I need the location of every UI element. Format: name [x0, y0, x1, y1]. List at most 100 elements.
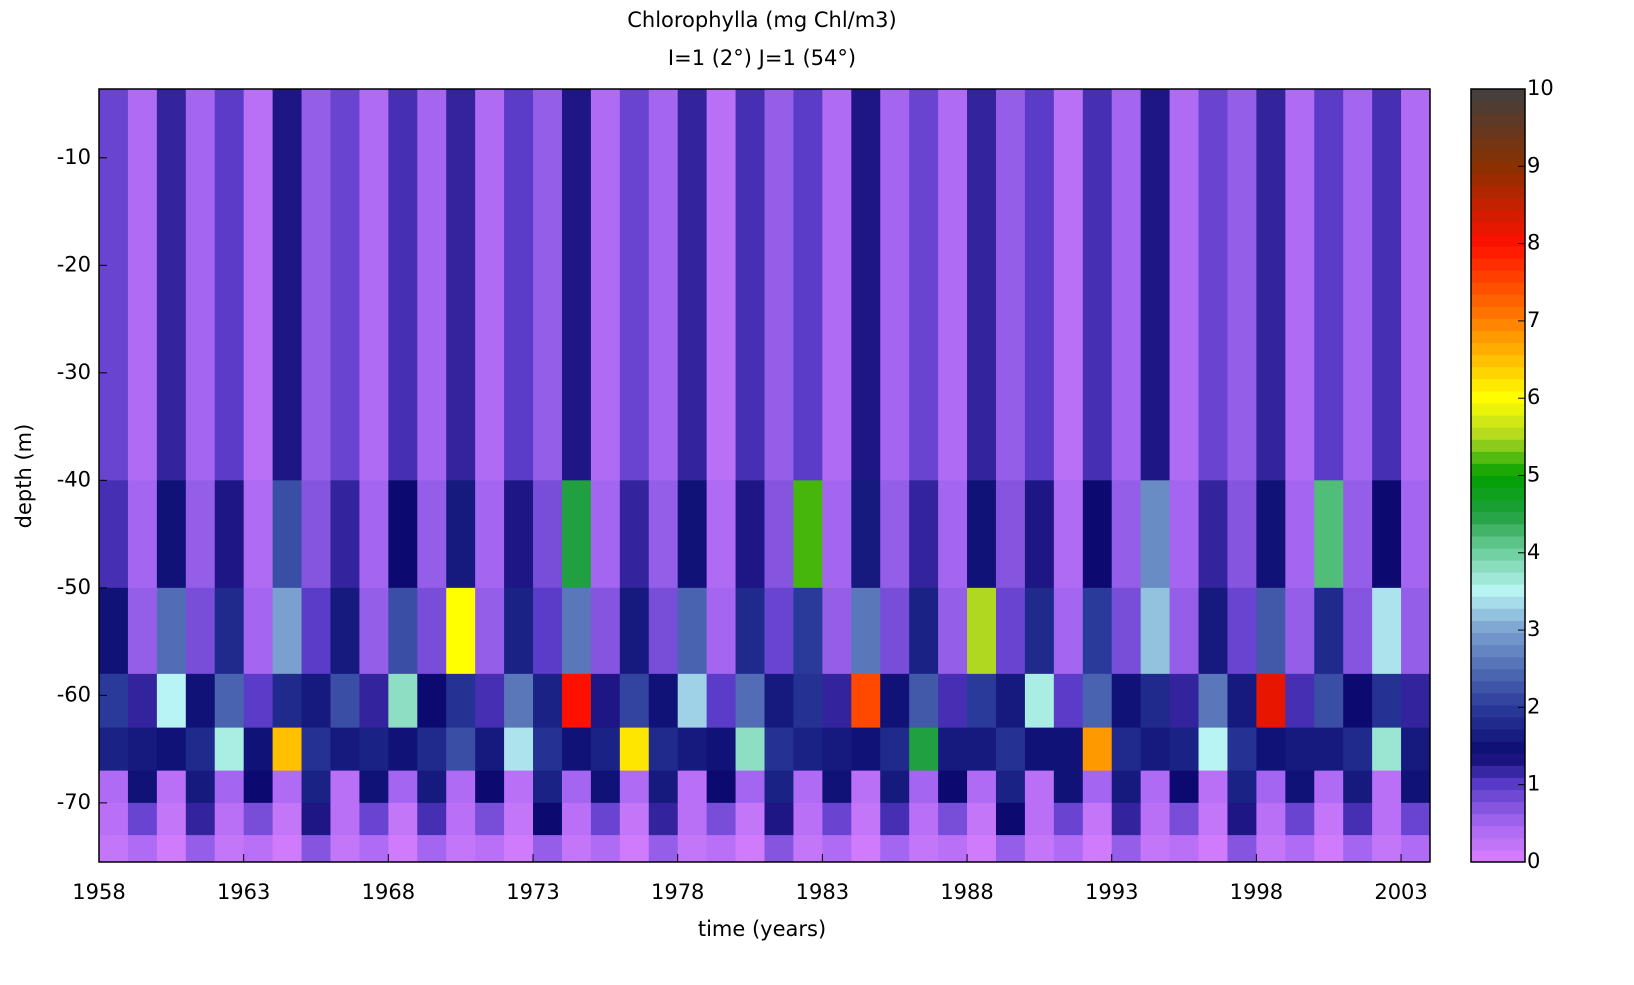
heatmap-cell — [851, 89, 881, 481]
heatmap-cell — [561, 727, 592, 772]
heatmap-cell — [301, 727, 331, 772]
heatmap-cell — [1082, 770, 1113, 804]
colorbar-swatch — [1471, 439, 1525, 452]
heatmap-cell — [677, 673, 708, 729]
heatmap-cell — [388, 835, 418, 863]
heatmap-cell — [185, 835, 216, 863]
colorbar-swatch — [1471, 801, 1525, 815]
heatmap-cell — [619, 89, 650, 481]
heatmap-cell — [1082, 835, 1113, 863]
heatmap-cell — [1024, 802, 1055, 836]
heatmap-cell — [1401, 673, 1431, 729]
heatmap-cell — [214, 835, 245, 863]
colorbar-swatch — [1471, 197, 1525, 211]
heatmap-cell — [561, 802, 592, 836]
heatmap-cell — [1285, 727, 1315, 772]
heatmap-cell — [1169, 89, 1200, 481]
heatmap-cell — [301, 835, 331, 863]
heatmap-cell — [590, 802, 621, 836]
heatmap-cell — [648, 480, 679, 589]
heatmap-cell — [99, 727, 129, 772]
x-tick-label: 1993 — [1085, 880, 1138, 904]
heatmap-cell — [475, 587, 505, 675]
heatmap-cell — [1401, 770, 1431, 804]
heatmap-cell — [156, 802, 187, 836]
colorbar-swatch — [1471, 825, 1525, 839]
heatmap-cell — [706, 480, 737, 589]
heatmap-cell — [995, 480, 1026, 589]
heatmap-cell — [590, 727, 621, 772]
heatmap-cell — [677, 835, 708, 863]
heatmap-cell — [214, 727, 245, 772]
heatmap-cell — [533, 802, 563, 836]
heatmap-cell — [909, 770, 939, 804]
heatmap-cell — [359, 673, 389, 729]
heatmap-cell — [417, 727, 447, 772]
heatmap-cell — [1285, 802, 1315, 836]
heatmap-cell — [764, 587, 794, 675]
heatmap-cell — [1372, 727, 1402, 772]
heatmap-cell — [822, 727, 852, 772]
heatmap-cell — [504, 770, 534, 804]
heatmap-cell — [1198, 835, 1228, 863]
heatmap-cell — [1169, 673, 1200, 729]
heatmap-cell — [475, 802, 505, 836]
colorbar-swatch — [1471, 729, 1525, 742]
heatmap-cell — [388, 89, 418, 481]
heatmap-cell — [99, 89, 129, 481]
heatmap-cell — [938, 727, 968, 772]
colorbar-swatch — [1471, 282, 1525, 295]
y-tick-label: -10 — [57, 145, 91, 169]
heatmap-cell — [1053, 835, 1084, 863]
colorbar-swatch — [1471, 161, 1525, 175]
heatmap-cell — [330, 802, 360, 836]
heatmap-cell — [1227, 673, 1257, 729]
x-tick-label: 1978 — [651, 880, 704, 904]
heatmap-cell — [1343, 480, 1373, 589]
heatmap-cell — [214, 673, 245, 729]
heatmap-cell — [1401, 835, 1431, 863]
chart-subtitle: I=1 (2°) J=1 (54°) — [668, 46, 856, 70]
heatmap-cell — [1343, 727, 1373, 772]
heatmap-cell — [1140, 770, 1171, 804]
heatmap-cell — [880, 802, 910, 836]
colorbar-swatch — [1471, 318, 1525, 332]
heatmap-cell — [185, 587, 216, 675]
heatmap-cell — [1372, 89, 1402, 481]
heatmap-cell — [995, 673, 1026, 729]
heatmap-cell — [1111, 727, 1142, 772]
heatmap-cell — [330, 587, 360, 675]
heatmap-cell — [1140, 727, 1171, 772]
y-tick-label: -30 — [57, 360, 91, 384]
heatmap-cell — [561, 480, 592, 589]
heatmap-cell — [417, 770, 447, 804]
heatmap-cell — [561, 835, 592, 863]
heatmap-cell — [388, 727, 418, 772]
heatmap-cell — [272, 835, 303, 863]
heatmap-cell — [301, 770, 331, 804]
heatmap-cell — [1256, 587, 1286, 675]
heatmap-cell — [619, 480, 650, 589]
heatmap-cell — [301, 587, 331, 675]
heatmap-cell — [446, 89, 476, 481]
heatmap-cell — [677, 802, 708, 836]
heatmap-cell — [243, 673, 274, 729]
heatmap-cell — [1285, 587, 1315, 675]
heatmap-cell — [185, 802, 216, 836]
heatmap-cell — [938, 770, 968, 804]
colorbar-swatch — [1471, 270, 1525, 283]
colorbar-swatch — [1471, 294, 1525, 307]
heatmap-cell — [1256, 89, 1286, 481]
heatmap-cell — [648, 89, 679, 481]
heatmap-cell — [590, 89, 621, 481]
heatmap-cell — [851, 480, 881, 589]
heatmap-cell — [185, 770, 216, 804]
heatmap-cell — [359, 587, 389, 675]
heatmap-cell — [1169, 587, 1200, 675]
heatmap-cell — [938, 89, 968, 481]
heatmap-cell — [533, 835, 563, 863]
heatmap-cell — [619, 835, 650, 863]
heatmap-cell — [764, 727, 794, 772]
heatmap-cell — [880, 480, 910, 589]
heatmap-cell — [1227, 89, 1257, 481]
